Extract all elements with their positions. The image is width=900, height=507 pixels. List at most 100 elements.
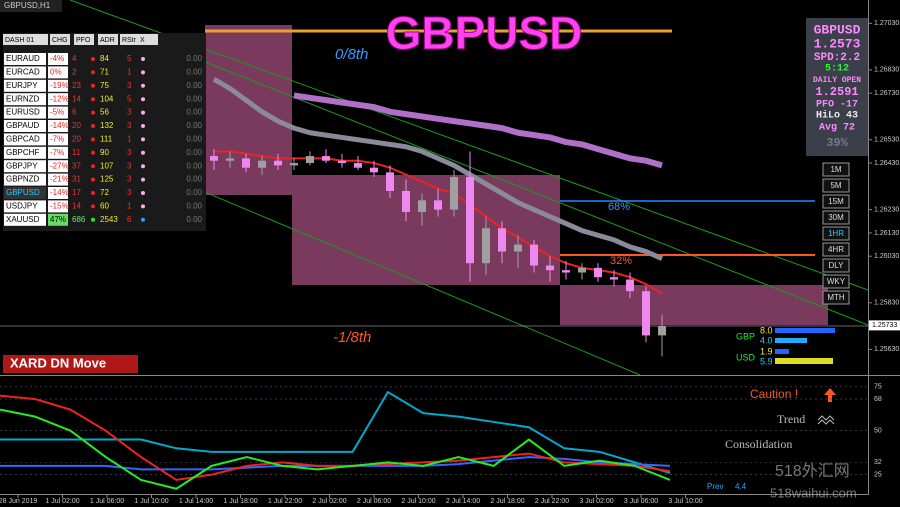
candle-body (578, 267, 586, 273)
rstr-label: 1 (127, 135, 132, 144)
adr-label: 125 (100, 175, 114, 184)
x-tick-label: 1 Jul 10:00 (134, 498, 168, 505)
pair-cell (4, 120, 46, 132)
pair-cell (4, 133, 46, 146)
info-label: Avg 72 (819, 123, 855, 134)
watermark: 518外汇网 (775, 462, 850, 480)
zone (205, 25, 292, 195)
pfo-dot (91, 150, 95, 155)
rstr-dot (141, 83, 145, 88)
timeframe-button[interactable]: 30M (822, 210, 850, 225)
x-value: 0.00 (186, 94, 202, 103)
info-bg (806, 18, 868, 156)
pair-label: GBPNZD (6, 175, 40, 184)
channel-line (199, 189, 641, 376)
chg-label: -4% (50, 54, 64, 63)
level-label: 32% (610, 255, 632, 267)
timeframe-button[interactable]: DLY (822, 258, 850, 273)
rstr-label: 1 (127, 68, 132, 77)
chg-label: -14% (50, 121, 69, 130)
pfo-label: 20 (72, 135, 81, 144)
last-price-tag (869, 320, 900, 331)
timeframe-button-bg (822, 162, 850, 177)
info-label: PFO -17 (816, 100, 858, 111)
candle-body (530, 244, 538, 266)
adr-label: 111 (100, 135, 113, 144)
candle-body (642, 291, 650, 336)
pair-cell (4, 213, 46, 226)
pair-cell (4, 66, 46, 79)
chg-label: 0% (50, 68, 62, 77)
candle-body (402, 190, 410, 212)
candle-body (322, 156, 330, 161)
chg-cell (48, 200, 68, 213)
y-tick-label: 1.25830 (874, 300, 899, 307)
pfo-label: 37 (72, 161, 81, 170)
chg-cell (48, 160, 68, 173)
prev-value: 4.4 (735, 482, 747, 491)
candle-body (354, 163, 362, 168)
indicator-line (0, 391, 671, 474)
timeframe-button[interactable]: 1HR (822, 226, 850, 241)
rstr-label: 1 (127, 202, 132, 211)
y-tick-label: 1.26030 (874, 253, 899, 260)
rstr-dot (141, 217, 145, 222)
timeframe-button-bg (822, 290, 850, 305)
adr-label: 56 (100, 108, 109, 117)
signal-label: XARD DN Move (10, 355, 106, 370)
chg-cell (48, 173, 68, 186)
pair-cell (4, 187, 46, 199)
candle-body (466, 177, 474, 264)
pair-label: EURCAD (6, 68, 40, 77)
indicator-line (212, 77, 664, 261)
timeframe-label: DLY (829, 261, 845, 270)
candle-body (306, 156, 314, 164)
timeframe-button[interactable]: WKY (822, 274, 850, 289)
chg-label: -21% (50, 175, 69, 184)
timeframe-label: MTH (827, 293, 845, 302)
info-label: 5:12 (825, 64, 849, 75)
y-tick-label: 1.27030 (874, 20, 899, 27)
window-title-bg (0, 0, 62, 12)
pair-cell (4, 200, 46, 213)
x-tick-label: 2 Jul 02:00 (312, 498, 346, 505)
candle-body (562, 270, 570, 273)
channel-line (199, 59, 869, 326)
pair-cell (4, 173, 46, 186)
pair-label: EURNZD (6, 94, 40, 103)
last-price-label: 1.25733 (872, 322, 897, 329)
info-label: HiLo 43 (816, 110, 858, 122)
chg-cell (48, 213, 68, 226)
indicator-line (0, 408, 671, 490)
chg-cell (48, 79, 68, 92)
header-label: CHG (52, 37, 68, 44)
timeframe-button[interactable]: MTH (822, 290, 850, 305)
x-value: 0.00 (186, 202, 202, 211)
chg-label: -15% (50, 202, 69, 211)
x-tick-label: 1 Jul 06:00 (90, 498, 124, 505)
timeframe-button[interactable]: 5M (822, 178, 850, 193)
caution-label: Caution ! (750, 387, 798, 401)
timeframe-button[interactable]: 1M (822, 162, 850, 177)
rstr-dot (141, 150, 145, 155)
y-tick-label: 50 (874, 428, 882, 435)
x-tick-label: 3 Jul 06:00 (624, 498, 658, 505)
timeframe-label: 4HR (828, 245, 844, 254)
header-label: RStr (122, 37, 137, 44)
symbol-title: GBPUSD (386, 7, 583, 59)
chg-label: -7% (50, 148, 64, 157)
pair-label: XAUUSD (6, 215, 40, 224)
adr-label: 71 (100, 68, 109, 77)
chg-label: -14% (50, 188, 69, 197)
candle-body (610, 277, 618, 280)
timeframe-button[interactable]: 4HR (822, 242, 850, 257)
strength-value: 5.9 (760, 356, 773, 366)
y-tick-label: 1.26530 (874, 137, 899, 144)
pair-label: USDJPY (6, 202, 38, 211)
header-cell (120, 34, 140, 45)
header-cell (3, 34, 48, 45)
timeframe-button[interactable]: 15M (822, 194, 850, 209)
x-tick-label: 3 Jul 02:00 (579, 498, 613, 505)
candle-body (450, 177, 458, 210)
